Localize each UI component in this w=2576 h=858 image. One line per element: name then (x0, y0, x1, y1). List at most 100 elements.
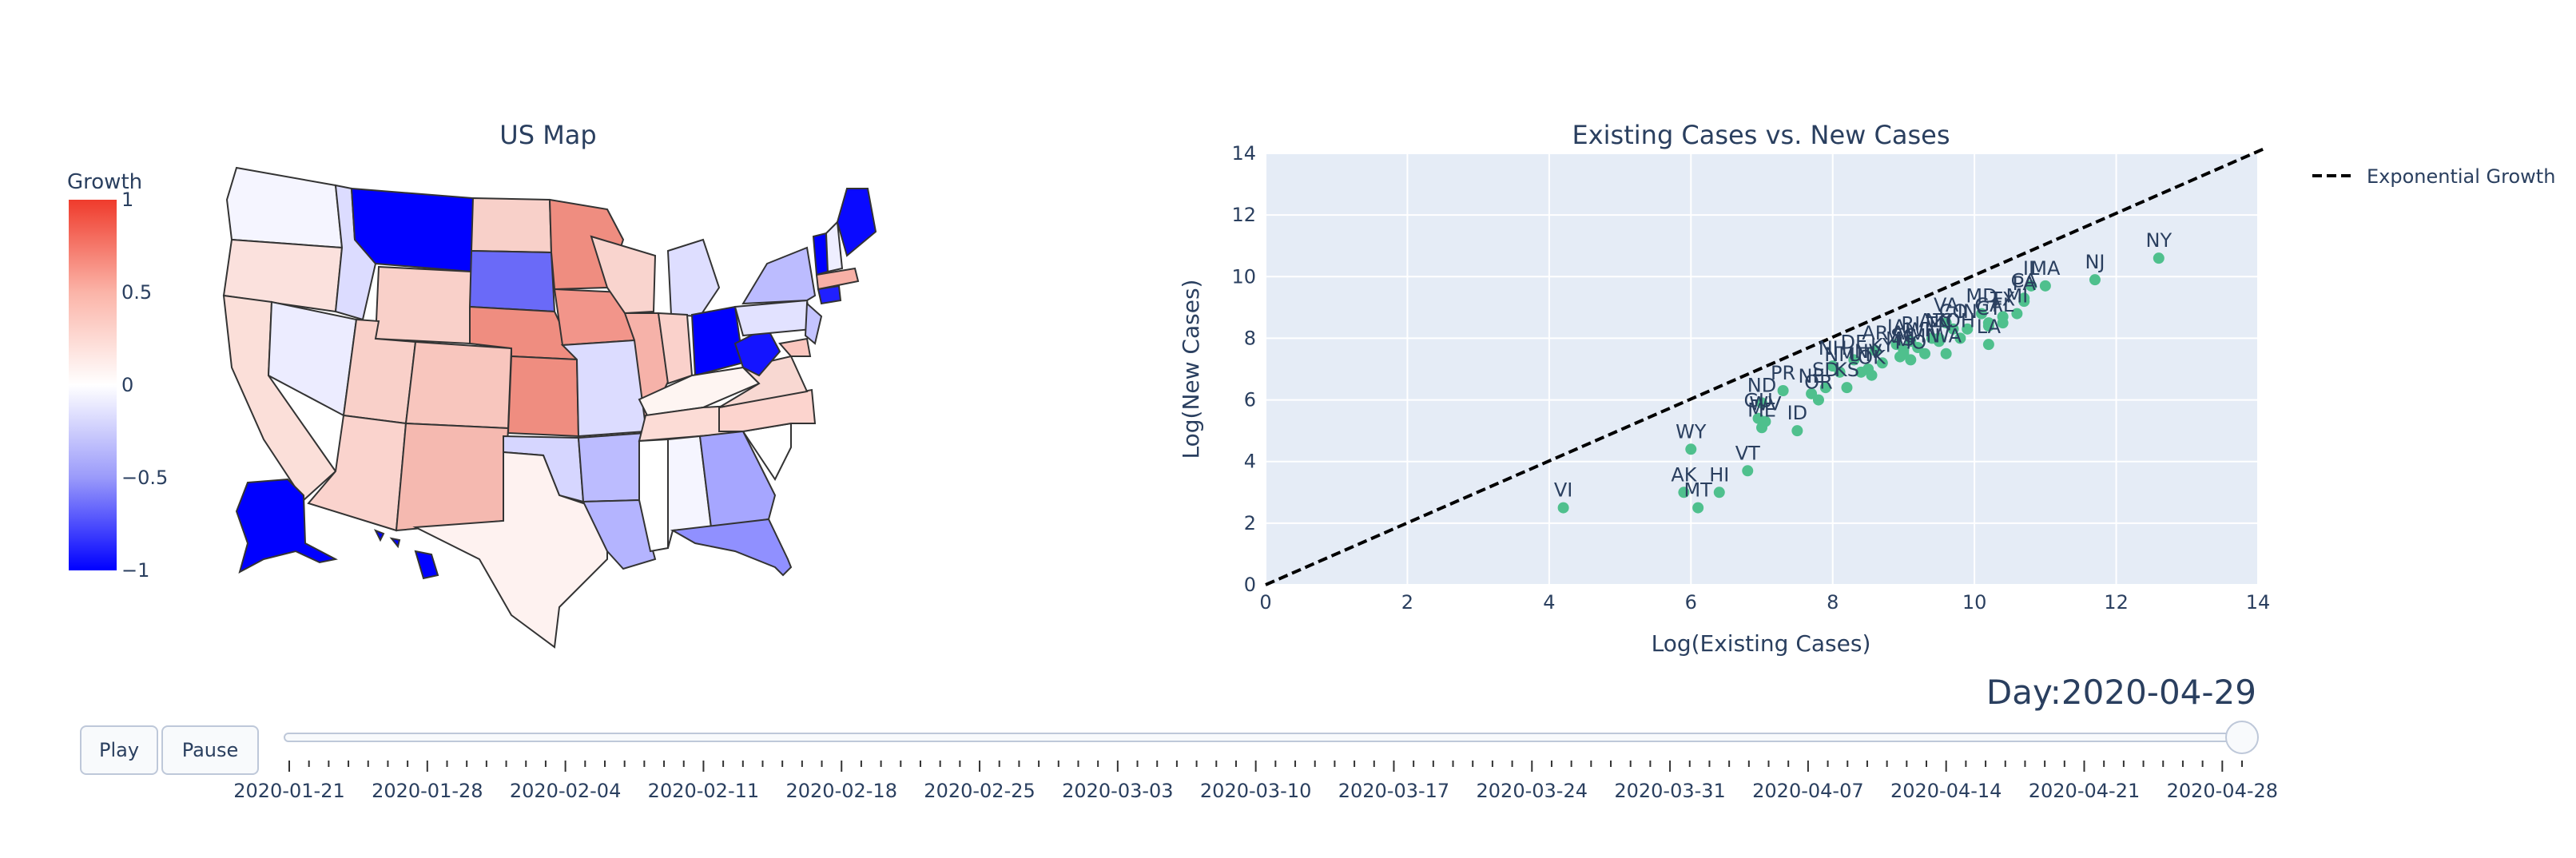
y-tick-label: 6 (1244, 389, 1256, 411)
slider-date-label: 2020-04-28 (2167, 780, 2278, 802)
data-point-wy[interactable] (1685, 443, 1697, 455)
data-point-ma[interactable] (2039, 280, 2051, 292)
slider-date-label: 2020-03-31 (1614, 780, 1725, 802)
colorbar-tick-label: 0.5 (121, 281, 152, 304)
slider-handle[interactable] (2225, 721, 2259, 754)
data-point-mi[interactable] (2011, 308, 2023, 320)
point-label: NY (2145, 229, 2172, 252)
legend[interactable]: Exponential Growth (2312, 165, 2555, 188)
point-label: IL (2023, 257, 2040, 280)
data-point-ak[interactable] (1678, 487, 1690, 499)
slider-date-label: 2020-02-04 (510, 780, 621, 802)
data-point-vi[interactable] (1557, 502, 1569, 514)
slider-date-label: 2020-03-17 (1338, 780, 1449, 802)
state-hi-2 (373, 529, 385, 542)
data-point-sd[interactable] (1819, 382, 1831, 394)
point-label: TN (1925, 312, 1952, 335)
data-point-de[interactable] (1848, 354, 1860, 366)
slider-date-label: 2020-01-21 (233, 780, 344, 802)
state-fl (670, 518, 793, 577)
point-label: WA (1930, 325, 1962, 348)
data-point-az[interactable] (1926, 332, 1938, 344)
data-point-pr[interactable] (1777, 385, 1789, 396)
data-point-la[interactable] (1982, 339, 1994, 351)
point-label: VI (1554, 479, 1573, 502)
y-tick-label: 10 (1231, 265, 1256, 288)
point-label: LA (1977, 316, 2002, 338)
x-tick-label: 10 (1962, 591, 1987, 614)
data-point-oh[interactable] (1954, 332, 1966, 344)
data-point-ok[interactable] (1866, 369, 1878, 381)
data-point-ks[interactable] (1841, 382, 1853, 394)
point-label: HI (1709, 463, 1729, 486)
state-ms (638, 438, 669, 553)
point-label: MS (1886, 328, 1914, 351)
data-point-mt[interactable] (1692, 502, 1704, 514)
data-point-ny[interactable] (2153, 252, 2165, 264)
slider-date-label: 2020-03-24 (1477, 780, 1588, 802)
data-point-vt[interactable] (1742, 465, 1754, 477)
pause-button[interactable]: Pause (161, 725, 259, 775)
data-point-ri[interactable] (1905, 336, 1917, 348)
point-label: CT (1976, 297, 2002, 320)
data-point-wa[interactable] (1940, 348, 1952, 359)
slider-rail[interactable] (284, 733, 2240, 742)
data-point-wv[interactable] (1759, 415, 1771, 427)
point-label: MT (1684, 479, 1712, 502)
x-tick-label: 0 (1259, 591, 1271, 614)
point-label: CA (2011, 269, 2038, 292)
play-button[interactable]: Play (80, 725, 158, 775)
colorbar (69, 200, 117, 570)
map-title: US Map (499, 120, 596, 150)
point-label: ND (1747, 374, 1776, 396)
data-point-ky[interactable] (1876, 357, 1888, 369)
slider-date-label: 2020-03-03 (1062, 780, 1173, 802)
colorbar-tick-label: 1 (121, 189, 133, 211)
x-tick-label: 4 (1543, 591, 1555, 614)
exponential-growth-line (1265, 147, 2265, 586)
point-label: UT (1848, 344, 1874, 366)
point-label: SD (1812, 359, 1839, 381)
data-point-md[interactable] (1976, 308, 1988, 320)
data-point-hi[interactable] (1713, 487, 1725, 499)
x-tick-label: 14 (2246, 591, 2271, 614)
x-tick-label: 12 (2104, 591, 2129, 614)
data-point-sc[interactable] (1898, 348, 1910, 359)
y-tick-label: 2 (1244, 512, 1256, 534)
data-point-nh[interactable] (1827, 360, 1839, 372)
point-label: ME (1747, 399, 1776, 421)
x-axis-title: Log(Existing Cases) (1652, 630, 1871, 657)
colorbar-tick-label: −1 (121, 559, 149, 582)
colorbar-tick-label: 0 (121, 374, 133, 396)
data-point-fl[interactable] (1997, 317, 2009, 329)
data-point-in[interactable] (1962, 323, 1974, 335)
slider-date-label: 2020-02-18 (785, 780, 896, 802)
point-label: AK (1671, 463, 1697, 486)
y-tick-label: 14 (1231, 142, 1256, 165)
point-label: TX (1990, 288, 2015, 310)
state-nc (718, 388, 817, 432)
data-point-ar[interactable] (1869, 344, 1881, 356)
slider-date-label: 2020-04-07 (1752, 780, 1863, 802)
point-label: NM (1824, 344, 1855, 366)
data-point-ca[interactable] (2018, 292, 2030, 304)
data-point-nj[interactable] (2089, 274, 2101, 286)
y-tick-label: 4 (1244, 451, 1256, 473)
data-point-or[interactable] (1812, 394, 1824, 406)
state-ma (815, 267, 860, 291)
data-point-id[interactable] (1791, 425, 1803, 437)
data-point-nd[interactable] (1756, 397, 1767, 409)
state-me (836, 188, 877, 257)
point-label: VT (1735, 442, 1760, 464)
point-label: IA (1887, 316, 1906, 338)
y-axis-title: Log(New Cases) (1178, 280, 1204, 459)
point-label: GA (1974, 294, 2003, 316)
data-point-il[interactable] (2025, 280, 2037, 292)
data-point-co[interactable] (1947, 323, 1959, 335)
point-label: CO (1939, 300, 1968, 323)
data-point-mn[interactable] (1919, 348, 1931, 359)
data-point-ct[interactable] (1982, 320, 1994, 332)
